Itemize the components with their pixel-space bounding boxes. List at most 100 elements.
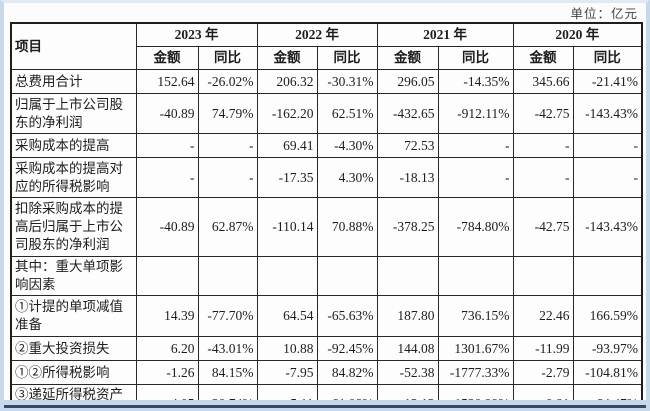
row-label: ①计提的单项减值准备 [10, 295, 137, 337]
table-cell: 296.05 [376, 69, 439, 94]
table-cell: -52.38 [376, 360, 439, 385]
table-cell: 4.30% [316, 157, 378, 198]
table-cell: -143.43% [572, 93, 643, 134]
table-cell: 69.41 [256, 133, 318, 158]
subheader-yoy-2020: 同比 [572, 46, 643, 70]
table-cell: 206.32 [256, 69, 318, 94]
table-cell: 144.08 [376, 336, 439, 361]
table-cell: - [197, 157, 258, 198]
table-cell: 166.59% [572, 295, 643, 337]
table-row-major-investment-loss: ②重大投资损失 6.20 -43.01% 10.88 -92.45% 144.0… [10, 336, 643, 361]
table-cell: 72.53 [376, 133, 439, 158]
subheader-amount-2021: 金额 [376, 46, 439, 70]
table-cell: 84.15% [197, 360, 258, 385]
table-cell: 736.15% [437, 295, 514, 337]
table-cell: -2.79 [512, 360, 574, 385]
table-cell: 6.20 [135, 336, 199, 361]
table-cell: 152.64 [135, 69, 199, 94]
table-cell: -18.13 [376, 157, 439, 198]
table-row-major-single-factors: 其中：重大单项影响因素 [10, 256, 643, 296]
table-cell: - [135, 157, 199, 198]
subheader-row: 金额 同比 金额 同比 金额 同比 金额 同比 [11, 46, 643, 70]
table-cell [376, 256, 439, 296]
table-row-impairment-provision: ①计提的单项减值准备 14.39 -77.70% 64.54 -65.63% 1… [10, 295, 643, 337]
table-cell: -42.75 [512, 93, 574, 134]
table-cell: -43.01% [197, 336, 258, 361]
table-cell [316, 256, 378, 296]
subheader-amount-2023: 金额 [135, 46, 199, 70]
table-cell: -30.31% [316, 69, 378, 94]
table-cell: -7.95 [256, 360, 318, 385]
table-cell: 22.46 [512, 295, 574, 337]
table-cell [572, 256, 643, 296]
row-label: 其中：重大单项影响因素 [10, 256, 137, 296]
table-cell: - [572, 157, 643, 198]
table-cell: - [135, 133, 199, 158]
table-cell: -77.70% [197, 295, 258, 337]
table-cell: -11.99 [512, 336, 574, 361]
year-header-row: 项目 2023 年 2022 年 2021 年 2020 年 [10, 22, 643, 70]
subheader-amount-2022: 金额 [256, 46, 318, 70]
table-cell: - [437, 157, 514, 198]
table-cell: -378.25 [376, 197, 439, 257]
table-cell: - [512, 133, 574, 158]
table-cell: -17.35 [256, 157, 318, 198]
table-cell [437, 256, 514, 296]
column-header-year-2023: 2023 年 [135, 22, 258, 47]
table-row-purchase-cost-tax-impact: 采购成本的提高对应的所得税影响 - - -17.35 4.30% -18.13 … [10, 157, 643, 198]
table-cell: - [572, 133, 643, 158]
table-cell: -143.43% [572, 197, 643, 257]
table-cell: -110.14 [256, 197, 318, 257]
table-cell: -93.97% [572, 336, 643, 361]
table-cell: -162.20 [256, 93, 318, 134]
table-cell [135, 256, 199, 296]
table-cell: -912.11% [437, 93, 514, 134]
row-label: 采购成本的提高 [10, 133, 137, 158]
table-cell: 62.51% [316, 93, 378, 134]
row-label: ①②所得税影响 [10, 360, 137, 385]
subheader-yoy-2021: 同比 [437, 46, 514, 70]
table-cell: -784.80% [437, 197, 514, 257]
table-cell [512, 256, 574, 296]
table-row-total-expenses: 总费用合计 152.64 -26.02% 206.32 -30.31% 296.… [10, 69, 643, 94]
table-cell: 14.39 [135, 295, 199, 337]
table-cell: 187.80 [376, 295, 439, 337]
column-header-item: 项目 [10, 22, 137, 70]
row-label: 归属于上市公司股东的净利润 [10, 93, 137, 134]
column-header-year-2020: 2020 年 [512, 22, 643, 47]
row-label: ②重大投资损失 [10, 336, 137, 361]
table-cell: -26.02% [197, 69, 258, 94]
row-label: 扣除采购成本的提高后归属于上市公司股东的净利润 [10, 197, 137, 257]
table-cell: -40.89 [135, 93, 199, 134]
column-header-year-2021: 2021 年 [376, 22, 514, 47]
table-row-purchase-cost-increase: 采购成本的提高 - - 69.41 -4.30% 72.53 - - - [10, 133, 643, 158]
table-cell [197, 256, 258, 296]
table-cell: - [437, 133, 514, 158]
column-header-year-2022: 2022 年 [256, 22, 378, 47]
table-cell: -14.35% [437, 69, 514, 94]
table-cell: 345.66 [512, 69, 574, 94]
table-cell: 10.88 [256, 336, 318, 361]
table-row-adjusted-net-profit: 扣除采购成本的提高后归属于上市公司股东的净利润 -40.89 62.87% -1… [10, 197, 643, 257]
table-cell: -40.89 [135, 197, 199, 257]
table-cell: 64.54 [256, 295, 318, 337]
table-cell: -104.81% [572, 360, 643, 385]
table-cell [256, 256, 318, 296]
unit-note: 单位：亿元 [570, 7, 638, 21]
table-cell: -4.30% [316, 133, 378, 158]
subheader-yoy-2022: 同比 [316, 46, 378, 70]
table-cell: 74.79% [197, 93, 258, 134]
table-cell: -1.26 [135, 360, 199, 385]
page-bottom-edge [4, 400, 646, 411]
table-row-net-profit: 归属于上市公司股东的净利润 -40.89 74.79% -162.20 62.5… [10, 93, 643, 134]
financial-comparison-table: 项目 2023 年 2022 年 2021 年 2020 年 金额 同比 金额 … [10, 22, 643, 411]
subheader-amount-2020: 金额 [512, 46, 574, 70]
table-cell: -1777.33% [437, 360, 514, 385]
table-cell: 1301.67% [437, 336, 514, 361]
row-label: 采购成本的提高对应的所得税影响 [10, 157, 137, 198]
table-cell: 84.82% [316, 360, 378, 385]
table-cell: - [197, 133, 258, 158]
subheader-yoy-2023: 同比 [197, 46, 258, 70]
row-label: 总费用合计 [10, 69, 137, 94]
